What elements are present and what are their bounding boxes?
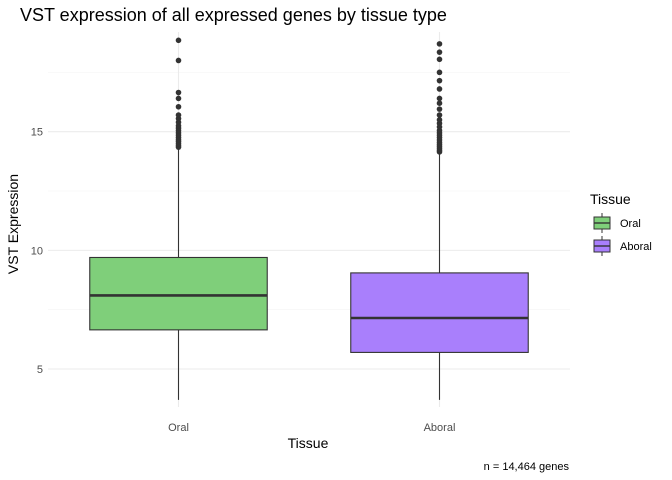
outlier-point <box>175 95 182 102</box>
legend-label: Aboral <box>620 241 652 253</box>
x-axis-ticks: Oral Aboral <box>168 422 455 434</box>
x-axis-title: Tissue <box>288 435 329 451</box>
legend: Tissue Oral Aboral <box>590 191 652 256</box>
outlier-point <box>175 103 182 110</box>
outlier-point <box>436 77 443 84</box>
legend-key-aboral <box>593 236 611 256</box>
legend-key-oral <box>593 213 611 233</box>
x-tick-label: Oral <box>168 422 189 434</box>
y-tick-label: 15 <box>31 127 43 139</box>
outlier-point <box>436 41 443 47</box>
chart-title: VST expression of all expressed genes by… <box>20 5 447 25</box>
outlier-point <box>436 112 443 118</box>
outlier-point <box>175 37 182 44</box>
outlier-point <box>436 95 443 102</box>
x-tick-label: Aboral <box>424 422 456 434</box>
outlier-point <box>175 112 182 118</box>
outlier-point <box>436 49 443 55</box>
box-aboral <box>350 41 529 400</box>
y-axis-title: VST Expression <box>5 174 21 274</box>
box-oral <box>89 37 268 400</box>
box-plots <box>89 37 529 400</box>
legend-title: Tissue <box>590 191 631 207</box>
legend-label: Oral <box>620 218 641 230</box>
outlier-point <box>436 69 443 76</box>
caption: n = 14,464 genes <box>484 461 570 473</box>
iqr-box <box>89 256 268 331</box>
y-tick-label: 5 <box>37 364 43 376</box>
y-tick-label: 10 <box>31 245 43 257</box>
outlier-point <box>436 106 443 112</box>
outlier-point <box>436 100 443 107</box>
y-axis-ticks: 5 10 15 <box>31 127 43 376</box>
outlier-point <box>436 117 443 123</box>
outlier-point <box>175 89 182 96</box>
outlier-point <box>175 57 182 64</box>
outlier-point <box>436 86 443 92</box>
outlier-point <box>436 56 443 63</box>
iqr-box <box>350 272 529 353</box>
